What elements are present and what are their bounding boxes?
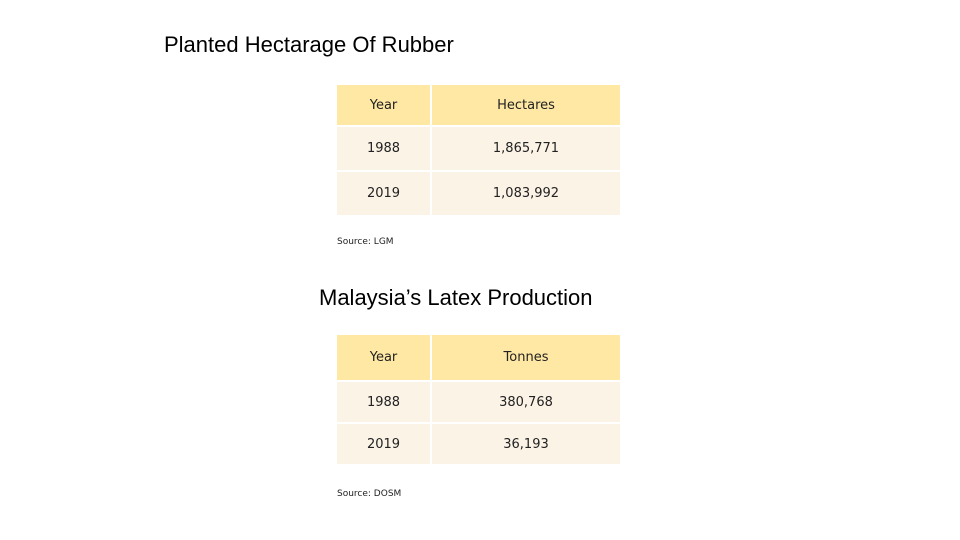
table-header-row: Year Hectares	[337, 85, 620, 125]
year-column-header: Year	[337, 85, 430, 125]
table-row: 2019 1,083,992	[337, 172, 620, 215]
table-header-row: Year Tonnes	[337, 335, 620, 380]
hectares-column-header: Hectares	[432, 85, 620, 125]
year-cell: 2019	[337, 424, 430, 464]
hectarage-source-note: Source: LGM	[337, 237, 394, 247]
hectarage-table: Year Hectares 1988 1,865,771 2019 1,083,…	[335, 83, 622, 217]
tonnes-cell: 36,193	[432, 424, 620, 464]
latex-production-title: Malaysia’s Latex Production	[319, 285, 593, 310]
latex-production-table: Year Tonnes 1988 380,768 2019 36,193	[335, 333, 622, 466]
tonnes-column-header: Tonnes	[432, 335, 620, 380]
hectares-cell: 1,083,992	[432, 172, 620, 215]
table-row: 1988 380,768	[337, 382, 620, 422]
year-cell: 1988	[337, 127, 430, 170]
rubber-hectarage-title: Planted Hectarage Of Rubber	[164, 32, 454, 57]
year-column-header: Year	[337, 335, 430, 380]
year-cell: 2019	[337, 172, 430, 215]
tonnes-cell: 380,768	[432, 382, 620, 422]
table-row: 1988 1,865,771	[337, 127, 620, 170]
table-row: 2019 36,193	[337, 424, 620, 464]
year-cell: 1988	[337, 382, 430, 422]
latex-source-note: Source: DOSM	[337, 489, 402, 499]
hectares-cell: 1,865,771	[432, 127, 620, 170]
